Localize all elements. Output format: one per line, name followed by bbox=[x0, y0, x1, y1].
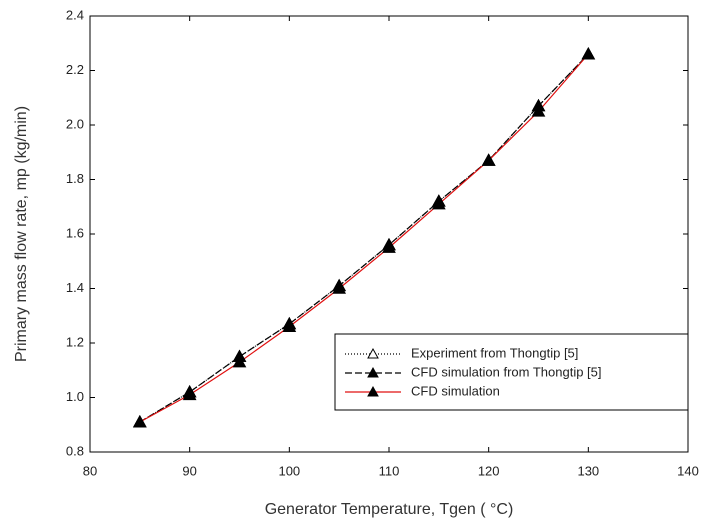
data-point bbox=[182, 387, 197, 401]
legend-label: CFD simulation bbox=[411, 383, 500, 398]
data-point bbox=[382, 240, 396, 253]
y-tick-label: 1.2 bbox=[66, 334, 84, 349]
x-tick-label: 140 bbox=[677, 463, 699, 478]
y-tick-label: 2.4 bbox=[66, 7, 84, 22]
data-point bbox=[132, 414, 147, 428]
x-tick-label: 100 bbox=[278, 463, 300, 478]
y-tick-label: 1.6 bbox=[66, 225, 84, 240]
y-tick-label: 1.8 bbox=[66, 171, 84, 186]
y-tick-label: 2.2 bbox=[66, 62, 84, 77]
x-axis-title: Generator Temperature, Tgen ( °C) bbox=[265, 501, 514, 518]
legend-box bbox=[334, 333, 689, 411]
data-point bbox=[531, 104, 546, 117]
x-tick-label: 120 bbox=[478, 463, 500, 478]
legend-marker bbox=[367, 385, 379, 397]
y-tick-label: 0.8 bbox=[66, 443, 84, 458]
series-line bbox=[139, 53, 589, 423]
data-point bbox=[282, 319, 297, 332]
x-tick-label: 130 bbox=[577, 463, 599, 478]
x-tick-label: 110 bbox=[379, 463, 400, 478]
data-point bbox=[581, 47, 596, 60]
legend-label: CFD simulation from Thongtip [5] bbox=[411, 364, 602, 379]
legend-marker bbox=[367, 366, 379, 378]
data-point bbox=[232, 355, 247, 368]
x-tick-label: 90 bbox=[182, 463, 196, 478]
series-line bbox=[139, 53, 589, 423]
x-tick-label: 80 bbox=[83, 463, 97, 478]
data-point bbox=[431, 196, 446, 210]
y-tick-label: 2.0 bbox=[66, 116, 84, 131]
data-point bbox=[332, 281, 347, 294]
legend-marker bbox=[367, 347, 379, 359]
y-axis-title: Primary mass flow rate, mp (kg/min) bbox=[13, 106, 30, 362]
data-point bbox=[481, 153, 496, 166]
legend-label: Experiment from Thongtip [5] bbox=[411, 345, 578, 360]
y-tick-label: 1.0 bbox=[66, 389, 84, 404]
y-tick-label: 1.4 bbox=[66, 280, 84, 295]
